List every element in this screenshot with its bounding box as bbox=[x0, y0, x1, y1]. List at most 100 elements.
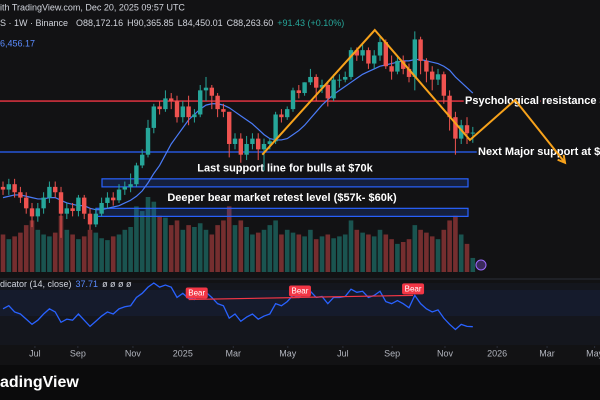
volume-bar bbox=[110, 236, 116, 272]
open-text: O88,172.16 bbox=[76, 18, 123, 28]
volume-bar bbox=[168, 225, 174, 272]
candle-body bbox=[285, 109, 290, 118]
candle-body bbox=[244, 143, 249, 155]
candle-body bbox=[406, 68, 412, 77]
zone-label: Deeper bear market retest level ($57k- $… bbox=[167, 192, 397, 204]
candle-body bbox=[377, 42, 383, 56]
candle-body bbox=[296, 90, 302, 94]
volume-bar bbox=[418, 229, 423, 272]
candle-body bbox=[157, 106, 162, 110]
volume-bar bbox=[342, 234, 348, 272]
candle-body bbox=[319, 84, 325, 88]
candle-body bbox=[267, 141, 273, 144]
x-tick-label: Jul bbox=[337, 348, 349, 358]
volume-bar bbox=[174, 220, 180, 272]
candle-body bbox=[314, 76, 319, 88]
event-icon[interactable] bbox=[475, 259, 487, 271]
low-text: L84,450.01 bbox=[178, 18, 223, 28]
volume-bar bbox=[377, 229, 383, 272]
candle-body bbox=[116, 189, 122, 201]
signal-box bbox=[402, 283, 425, 295]
candle-body bbox=[383, 42, 389, 67]
volume-bar bbox=[215, 225, 220, 272]
volume-bar bbox=[255, 232, 261, 272]
volume-bar bbox=[23, 225, 29, 272]
volume-bar bbox=[105, 240, 110, 272]
volume-bar bbox=[12, 236, 17, 272]
volume-bar bbox=[308, 229, 313, 272]
volume-bar bbox=[76, 239, 81, 272]
indicator-line bbox=[2, 282, 473, 331]
divergence-line bbox=[188, 296, 300, 301]
volume-bar bbox=[453, 215, 458, 272]
candle-body bbox=[122, 186, 128, 190]
candle-body bbox=[372, 55, 377, 64]
volume-bar bbox=[139, 211, 145, 272]
candle-body bbox=[348, 50, 354, 77]
candle-body bbox=[279, 114, 284, 118]
candle-body bbox=[35, 208, 41, 217]
volume-bar bbox=[284, 229, 290, 272]
volume-bar bbox=[128, 227, 133, 272]
high-text: H90,365.85 bbox=[127, 18, 174, 28]
volume-bar bbox=[371, 236, 377, 272]
candle-body bbox=[290, 90, 296, 110]
candle-body bbox=[366, 50, 371, 64]
x-tick-label: May bbox=[279, 348, 297, 358]
candle-body bbox=[343, 76, 348, 80]
volume-bar bbox=[122, 229, 128, 272]
candle-body bbox=[186, 106, 191, 118]
candle-body bbox=[273, 114, 278, 142]
volume-bar bbox=[319, 236, 325, 272]
volume-bar bbox=[296, 234, 302, 272]
indicator-label: dicator (14, close) 37.71 ø ø ø ø bbox=[0, 279, 132, 289]
price-pane: Last support line for bulls at $70k Deepe… bbox=[0, 28, 600, 272]
volume-bar bbox=[325, 234, 331, 272]
candle-body bbox=[24, 197, 29, 209]
candle-body bbox=[64, 208, 70, 214]
volume-bar bbox=[458, 234, 464, 272]
candle-body bbox=[459, 125, 464, 139]
candle-body bbox=[395, 60, 400, 72]
indicator-value: 37.71 bbox=[76, 279, 99, 289]
x-tick-label: Nov bbox=[125, 348, 142, 358]
candle-body bbox=[227, 111, 232, 144]
volume-bar bbox=[221, 220, 226, 272]
volume-bar bbox=[395, 243, 400, 272]
volume-bar bbox=[232, 225, 238, 272]
signal-label: Bear bbox=[405, 285, 422, 294]
projection-arrowhead bbox=[557, 154, 567, 165]
candle-body bbox=[76, 197, 81, 212]
x-tick-label: Sep bbox=[384, 348, 400, 358]
volume-bar bbox=[354, 229, 360, 272]
volume-bar bbox=[435, 239, 441, 272]
volume-bar bbox=[87, 229, 93, 272]
candle-body bbox=[87, 213, 93, 225]
x-tick-label: 2025 bbox=[173, 348, 193, 358]
volume-bar bbox=[441, 229, 447, 272]
x-tick-label: Mar bbox=[539, 348, 555, 358]
candle-body bbox=[302, 82, 307, 94]
volume-bar bbox=[58, 215, 64, 272]
volume-bar bbox=[41, 234, 46, 272]
volume-bar bbox=[47, 236, 52, 272]
candle-body bbox=[354, 50, 360, 56]
volume-bar bbox=[93, 232, 99, 272]
candle-body bbox=[232, 138, 238, 144]
change-text: +91.43 (+0.10%) bbox=[277, 18, 344, 28]
candle-body bbox=[105, 197, 110, 203]
volume-bar bbox=[134, 206, 139, 272]
candle-body bbox=[470, 132, 476, 134]
ohlc-line: S · 1W · Binance O88,172.16 H90,365.85 L84,… bbox=[0, 18, 344, 28]
candle-body bbox=[180, 106, 186, 118]
volume-bar bbox=[366, 234, 371, 272]
volume-bar bbox=[163, 217, 168, 272]
candle-body bbox=[261, 143, 267, 150]
volume-bar bbox=[151, 201, 157, 272]
volume-bar bbox=[35, 229, 41, 272]
volume-bar bbox=[267, 225, 273, 272]
volume-bar bbox=[337, 236, 342, 272]
candle-body bbox=[128, 184, 133, 187]
candle-body bbox=[325, 84, 331, 99]
